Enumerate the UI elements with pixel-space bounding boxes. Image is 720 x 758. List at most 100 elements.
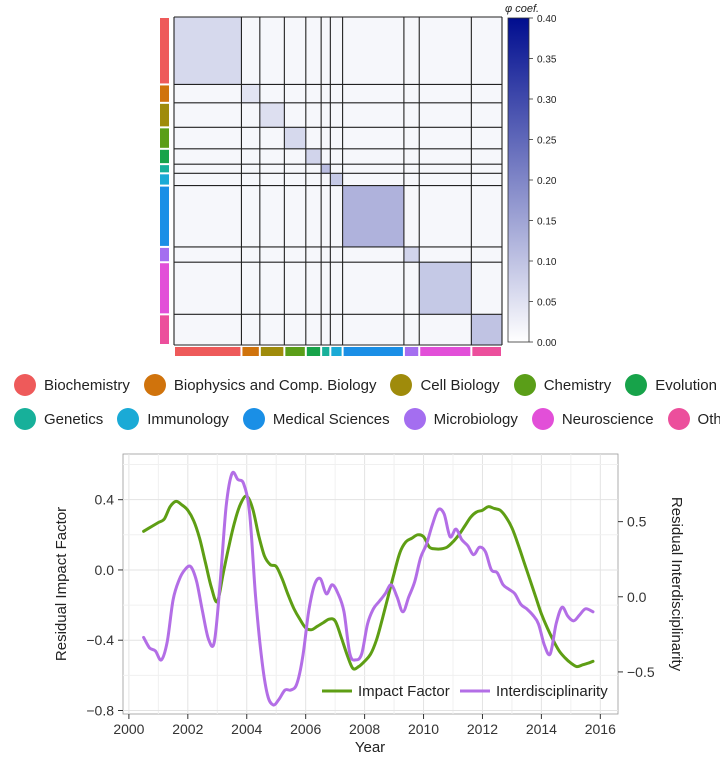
y-axis-label: Residual Impact Factor: [53, 507, 70, 661]
legend-row: Biochemistry Biophysics and Comp. Biolog…: [14, 369, 720, 401]
heatmap-block: [241, 173, 260, 186]
heatmap-block: [330, 262, 343, 315]
column-group-bar: [306, 347, 321, 356]
legend-label: Chemistry: [543, 376, 612, 394]
heatmap-block: [342, 173, 404, 186]
heatmap-block: [342, 102, 404, 128]
column-group-bar: [404, 347, 419, 356]
chemistry-dot-icon: [513, 374, 536, 396]
heatmap-block: [403, 262, 420, 315]
legend-label: Neuroscience: [561, 410, 654, 428]
legend-item: Biophysics and Comp. Biology: [143, 374, 376, 396]
heatmap-block: [403, 173, 420, 186]
heatmap-block: [174, 173, 242, 186]
colorbar-label: φ coef.: [505, 3, 539, 15]
heatmap-block: [174, 262, 242, 315]
row-group-bar: [160, 85, 169, 102]
heatmap-block: [305, 84, 322, 103]
column-color-bar: [175, 347, 501, 356]
heatmap-block: [403, 246, 420, 263]
heatmap-block: [259, 102, 285, 128]
colorbar-tick-label: 0.20: [537, 176, 557, 187]
heatmap-block: [403, 127, 420, 149]
row-group-bar: [160, 174, 169, 185]
heatmap-block: [259, 164, 285, 174]
microbiology-dot-icon: [403, 408, 426, 430]
axes: 2000 2002 2004 2006 2008 2010 2012 2014 2016 −0.8…: [86, 492, 654, 737]
row-group-bar: [160, 315, 169, 344]
heatmap-block: [330, 173, 343, 186]
heatmap-block: [305, 148, 322, 165]
legend-item: Cell Biology: [390, 374, 500, 396]
heatmap-block: [403, 84, 420, 103]
y2-axis-label: Residual Interdisciplinarity: [668, 497, 685, 672]
heatmap-block: [259, 84, 285, 103]
column-group-bar: [331, 347, 342, 356]
row-group-bar: [160, 247, 169, 262]
heatmap-block: [174, 148, 242, 165]
row-group-bar: [160, 165, 169, 173]
plot-panel: [122, 453, 619, 715]
heatmap-block: [342, 246, 404, 263]
heatmap-block: [284, 262, 306, 315]
heatmap-block: [259, 185, 285, 247]
heatmap-block: [321, 173, 331, 186]
column-group-bar: [242, 347, 259, 356]
heatmap-block: [471, 164, 502, 174]
legend-item: Neuroscience: [531, 408, 654, 430]
colorbar-tick-label: 0.15: [537, 217, 557, 228]
row-group-bar: [160, 128, 169, 148]
heatmap-matrix: [173, 16, 503, 346]
heatmap-block: [305, 314, 322, 345]
heatmap-block: [284, 102, 306, 128]
heatmap-block: [284, 246, 306, 263]
heatmap-block: [330, 246, 343, 263]
heatmap-block: [259, 246, 285, 263]
genetics-dot-icon: [14, 408, 36, 430]
x-tick-label: 2000: [113, 721, 144, 737]
legend-item: Microbiology: [403, 408, 518, 430]
x-tick-label: 2014: [526, 721, 557, 737]
medical-sciences-dot-icon: [242, 408, 265, 430]
heatmap-block: [342, 164, 404, 174]
x-tick-label: 2008: [349, 721, 380, 737]
heatmap-block: [342, 84, 404, 103]
heatmap-block: [330, 84, 343, 103]
heatmap-block: [241, 164, 260, 174]
heatmap-block: [174, 185, 242, 247]
colorbar-ticks: 0.00 0.05 0.10 0.15 0.20 0.25 0.30 0.35 0.40: [529, 14, 557, 349]
heatmap-block: [305, 185, 322, 247]
heatmap-block: [284, 127, 306, 149]
legend-label-interdisciplinarity: Interdisciplinarity: [496, 683, 608, 700]
colorbar-tick-label: 0.00: [537, 338, 557, 349]
heatmap-block: [321, 246, 331, 263]
heatmap-block: [321, 102, 331, 128]
row-group-bar: [160, 18, 169, 84]
heatmap-block: [174, 84, 242, 103]
heatmap-block: [419, 314, 472, 345]
heatmap-block: [321, 17, 331, 85]
x-tick-label: 2016: [585, 721, 616, 737]
heatmap-block: [403, 148, 420, 165]
heatmap-block: [403, 185, 420, 247]
heatmap-block: [471, 127, 502, 149]
heatmap-block: [403, 17, 420, 85]
heatmap-block: [284, 17, 306, 85]
heatmap-block: [471, 148, 502, 165]
biochemistry-dot-icon: [14, 374, 36, 396]
heatmap-block: [174, 17, 242, 85]
heatmap-block: [284, 148, 306, 165]
heatmap-block: [321, 84, 331, 103]
row-group-bar: [160, 186, 169, 246]
heatmap-block: [284, 185, 306, 247]
heatmap-block: [330, 127, 343, 149]
legend-label: Immunology: [147, 410, 229, 428]
other-dot-icon: [667, 408, 690, 430]
legend-item: Immunology: [117, 408, 229, 430]
heatmap-block: [471, 173, 502, 186]
heatmap-block: [419, 173, 472, 186]
colorbar-tick-label: 0.35: [537, 55, 557, 66]
heatmap-block: [342, 148, 404, 165]
heatmap-block: [342, 17, 404, 85]
heatmap-block: [284, 173, 306, 186]
